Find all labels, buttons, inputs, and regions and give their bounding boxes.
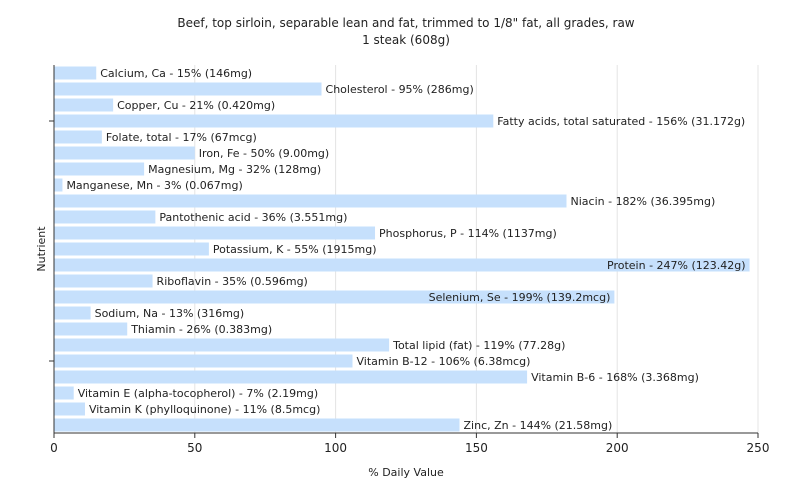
axes: 0 50 100 150 200 250 [49,65,769,455]
bar [54,370,528,384]
x-tick-label: 50 [187,441,202,455]
bar-label: Phosphorus, P - 114% (1137mg) [379,227,557,240]
bar-label: Iron, Fe - 50% (9.00mg) [199,147,329,160]
bar-label: Copper, Cu - 21% (0.420mg) [117,99,275,112]
bar-label: Vitamin K (phylloquinone) - 11% (8.5mcg) [89,403,320,416]
bar-label: Pantothenic acid - 36% (3.551mg) [159,211,347,224]
bar-label: Selenium, Se - 199% (139.2mcg) [429,291,611,304]
bar-label: Vitamin B-12 - 106% (6.38mcg) [356,355,530,368]
bar [54,274,153,288]
bar [54,82,322,96]
bar [54,210,156,224]
chart-subtitle: 1 steak (608g) [362,33,450,47]
bar [54,306,91,320]
bar-label: Niacin - 182% (36.395mg) [571,195,716,208]
bar [54,290,615,304]
bar [54,194,567,208]
y-axis-label: Nutrient [35,226,48,272]
bar [54,178,63,192]
bar-label: Zinc, Zn - 144% (21.58mg) [464,419,613,432]
bar-label: Calcium, Ca - 15% (146mg) [100,67,252,80]
x-tick-label: 200 [606,441,629,455]
bar [54,402,85,416]
bar [54,66,97,80]
bar-label: Protein - 247% (123.42g) [607,259,746,272]
bar-label: Potassium, K - 55% (1915mg) [213,243,377,256]
bars: Calcium, Ca - 15% (146mg) Cholesterol - 9… [54,66,750,432]
bar-label: Total lipid (fat) - 119% (77.28g) [392,339,565,352]
bar-label: Folate, total - 17% (67mcg) [106,131,257,144]
bar [54,354,353,368]
x-axis-label: % Daily Value [368,466,444,479]
bar-label: Thiamin - 26% (0.383mg) [130,323,272,336]
bar [54,322,128,336]
bar-label: Sodium, Na - 13% (316mg) [95,307,245,320]
x-tick-label: 250 [747,441,770,455]
bar-label: Fatty acids, total saturated - 156% (31.… [497,115,745,128]
x-tick-label: 150 [465,441,488,455]
bar [54,162,145,176]
bar [54,130,102,144]
bar-label: Cholesterol - 95% (286mg) [326,83,474,96]
chart-title: Beef, top sirloin, separable lean and fa… [177,16,634,30]
bar [54,418,460,432]
bar [54,338,390,352]
bar-label: Manganese, Mn - 3% (0.067mg) [66,179,242,192]
bar [54,386,74,400]
bar-label: Vitamin E (alpha-tocopherol) - 7% (2.19m… [78,387,318,400]
bar-label: Riboflavin - 35% (0.596mg) [157,275,308,288]
x-tick-label: 0 [50,441,58,455]
bar-label: Vitamin B-6 - 168% (3.368mg) [531,371,699,384]
bar [54,98,114,112]
bar-label: Magnesium, Mg - 32% (128mg) [148,163,321,176]
bar [54,258,750,272]
bar [54,226,376,240]
bar [54,146,195,160]
x-tick-label: 100 [324,441,347,455]
bar [54,114,494,128]
bar [54,242,209,256]
